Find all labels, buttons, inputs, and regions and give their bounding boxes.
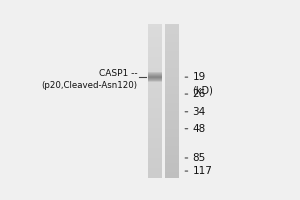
Text: 85: 85 (192, 153, 206, 163)
Text: 34: 34 (192, 107, 206, 117)
Text: 48: 48 (192, 124, 206, 134)
Text: 26: 26 (192, 89, 206, 99)
Text: (p20,Cleaved-Asn120): (p20,Cleaved-Asn120) (41, 81, 137, 90)
Text: 19: 19 (192, 72, 206, 82)
Text: 117: 117 (192, 166, 212, 176)
Text: (kD): (kD) (192, 86, 213, 96)
Text: CASP1 --: CASP1 -- (99, 69, 137, 78)
